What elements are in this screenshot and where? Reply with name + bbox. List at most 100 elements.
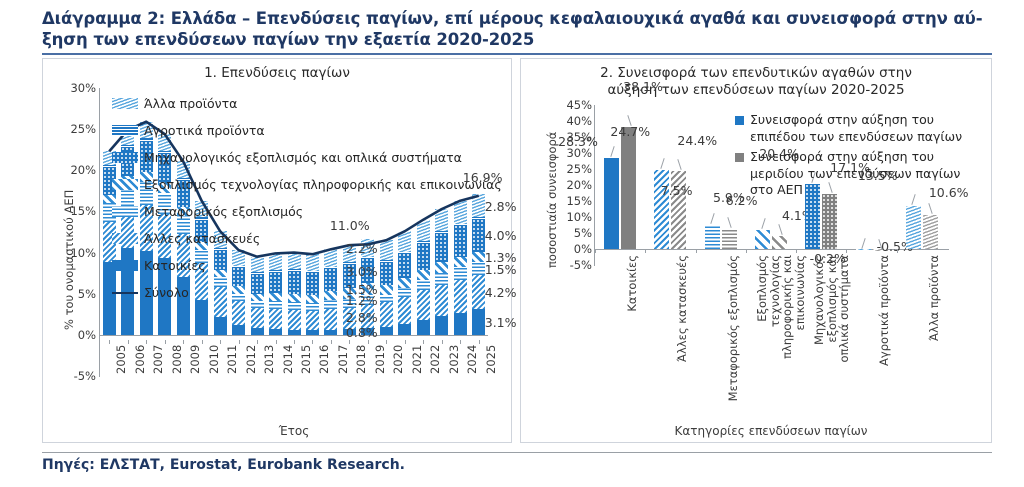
- grouped-bar[interactable]: [654, 169, 670, 249]
- data-label: 24.7%: [610, 123, 651, 139]
- x-tick-label-2020: 2020: [391, 344, 406, 374]
- bar-segment: [453, 312, 467, 335]
- legend-item-level-contribution[interactable]: Συνεισφορά στην αύξηση του επιπέδου των …: [735, 112, 985, 145]
- stacked-bar-2025[interactable]: [472, 194, 486, 335]
- legend-item-metaforikos[interactable]: Μεταφορικός εξοπλισμός: [112, 198, 502, 225]
- legend-item-synolo[interactable]: Σύνολο: [112, 279, 502, 306]
- leader-line: [710, 213, 715, 224]
- data-label: 13.5%: [857, 167, 898, 183]
- stacked-bar-2014[interactable]: [269, 253, 283, 335]
- right-chart-legend: Συνεισφορά στην αύξηση του επιπέδου των …: [735, 112, 985, 203]
- grouped-bar[interactable]: [721, 229, 737, 249]
- bar-segment: [324, 266, 338, 269]
- legend-swatch-dotted-icon: [112, 152, 138, 163]
- bar-segment: [213, 250, 227, 270]
- stacked-bar-2021[interactable]: [398, 231, 412, 335]
- right-ytick-25: 25%: [566, 162, 592, 176]
- stacked-bar-2018[interactable]: [342, 245, 356, 335]
- legend-label: Άλλα προϊόντα: [144, 96, 238, 111]
- right-y-axis: 45% 40% 35% 30% 25% 20% 15% 10% 5% 0% -5…: [556, 99, 592, 271]
- data-label: -0.5%: [876, 239, 913, 254]
- bar-segment: [139, 171, 153, 182]
- right-chart-title: 2. Συνεισφορά των επενδυτικών αγαθών στη…: [521, 65, 991, 99]
- grouped-bar[interactable]: [805, 183, 821, 249]
- bar-segment: [139, 138, 153, 141]
- bar-segment: [379, 326, 393, 335]
- x-tick-label-2025: 2025: [483, 344, 498, 374]
- grouped-bar[interactable]: [855, 249, 871, 250]
- bar-segment: [176, 206, 190, 216]
- stacked-bar-2024[interactable]: [453, 200, 467, 335]
- left-x-axis-labels: 2005 2006 2007 2008 2009 2010 2011 2012 2013 2014…: [100, 340, 498, 400]
- bar-segment: [416, 219, 430, 242]
- right-ytick-40: 40%: [566, 114, 592, 128]
- legend-item-katoikies[interactable]: Κατοικίες: [112, 252, 502, 279]
- bar-segment: [195, 217, 209, 220]
- data-label: 4.2%: [484, 285, 517, 301]
- bar-segment: [416, 241, 430, 243]
- bar-segment: [269, 329, 283, 335]
- bar-segment: [361, 258, 375, 284]
- grouped-bar[interactable]: [704, 225, 720, 249]
- bar-segment: [416, 242, 430, 270]
- legend-item-alles-kataskeves[interactable]: Άλλες κατασκευές: [112, 225, 502, 252]
- stacked-bar-2016[interactable]: [305, 254, 319, 335]
- stacked-bar-2010[interactable]: [195, 200, 209, 335]
- stacked-bar-2008[interactable]: [158, 134, 172, 335]
- stacked-bar-2023[interactable]: [435, 208, 449, 335]
- leader-line: [660, 158, 665, 169]
- grouped-bar[interactable]: [621, 127, 637, 249]
- bar-segment: [139, 140, 153, 172]
- stacked-bar-2020[interactable]: [379, 240, 393, 335]
- bar-segment: [416, 290, 430, 321]
- grouped-bar[interactable]: [872, 249, 888, 251]
- x-tick: [127, 340, 129, 344]
- left-x-axis-title: Έτος: [278, 424, 310, 438]
- source-note: Πηγές: ΕΛΣΤΑΤ, Eurostat, Eurobank Resear…: [42, 452, 992, 473]
- x-tick-label-2014: 2014: [280, 344, 295, 374]
- right-x-axis-labels: Κατοικίες Άλλες κατασκευές Μεταφορικός εξο…: [595, 255, 947, 415]
- legend-swatch-wide-diagonal-icon: [112, 179, 138, 190]
- bar-segment: [324, 268, 338, 292]
- bar-segment: [342, 245, 356, 263]
- legend-item-agrotika-proionta[interactable]: Αγροτικά προϊόντα: [112, 117, 502, 144]
- legend-item-share-contribution[interactable]: Συνεισφορά στην αύξηση του μεριδίου των …: [735, 149, 985, 199]
- stacked-bar-2013[interactable]: [250, 256, 264, 335]
- legend-label: Μεταφορικός εξοπλισμός: [144, 204, 304, 219]
- bar-segment: [453, 279, 467, 313]
- leader-line: [928, 203, 934, 214]
- grouped-bar[interactable]: [822, 194, 838, 249]
- stacked-bar-2015[interactable]: [287, 252, 301, 335]
- grouped-bar[interactable]: [922, 215, 938, 249]
- stacked-bar-2022[interactable]: [416, 219, 430, 335]
- stacked-bar-2007[interactable]: [139, 121, 153, 335]
- bar-segment: [269, 308, 283, 330]
- grouped-bar[interactable]: [671, 170, 687, 249]
- x-tick-label-2009: 2009: [188, 344, 203, 374]
- figure-title-line-1: Διάγραμμα 2: Ελλάδα – Επενδύσεις παγίων,…: [42, 9, 983, 28]
- legend-item-alla-proionta[interactable]: Άλλα προϊόντα: [112, 90, 502, 117]
- legend-swatch-horizontal-icon: [112, 206, 138, 217]
- stacked-bar-2019[interactable]: [361, 238, 375, 335]
- bar-segment: [305, 270, 319, 273]
- bar-segment: [232, 325, 246, 335]
- grouped-bar[interactable]: [755, 230, 770, 249]
- stacked-bar-2012[interactable]: [232, 250, 246, 335]
- bar-segment: [324, 291, 338, 301]
- grouped-bar[interactable]: [905, 205, 921, 249]
- grouped-bar[interactable]: [772, 235, 787, 249]
- bar-segment: [232, 286, 246, 294]
- data-label: 1.5%: [345, 282, 378, 298]
- grouped-bar[interactable]: [604, 158, 620, 249]
- x-tick-label-2010: 2010: [206, 344, 221, 374]
- bar-segment: [176, 180, 190, 207]
- bar-segment: [435, 232, 449, 263]
- x-category-label: Εξοπλισμός τεχνολογίας πληροφορικής και επι…: [755, 255, 807, 359]
- bar-segment: [158, 153, 172, 183]
- legend-item-mixanologikos[interactable]: Μηχανολογικός εξοπλισμός και οπλικά συστ…: [112, 144, 502, 171]
- x-category-label: Άλλα προϊόντα: [926, 255, 941, 341]
- stacked-bar-2017[interactable]: [324, 249, 338, 335]
- legend-item-ict[interactable]: Εξοπλισμός τεχνολογίας πληροφορικής και …: [112, 171, 502, 198]
- leader-line: [609, 146, 615, 158]
- x-tick: [796, 249, 798, 253]
